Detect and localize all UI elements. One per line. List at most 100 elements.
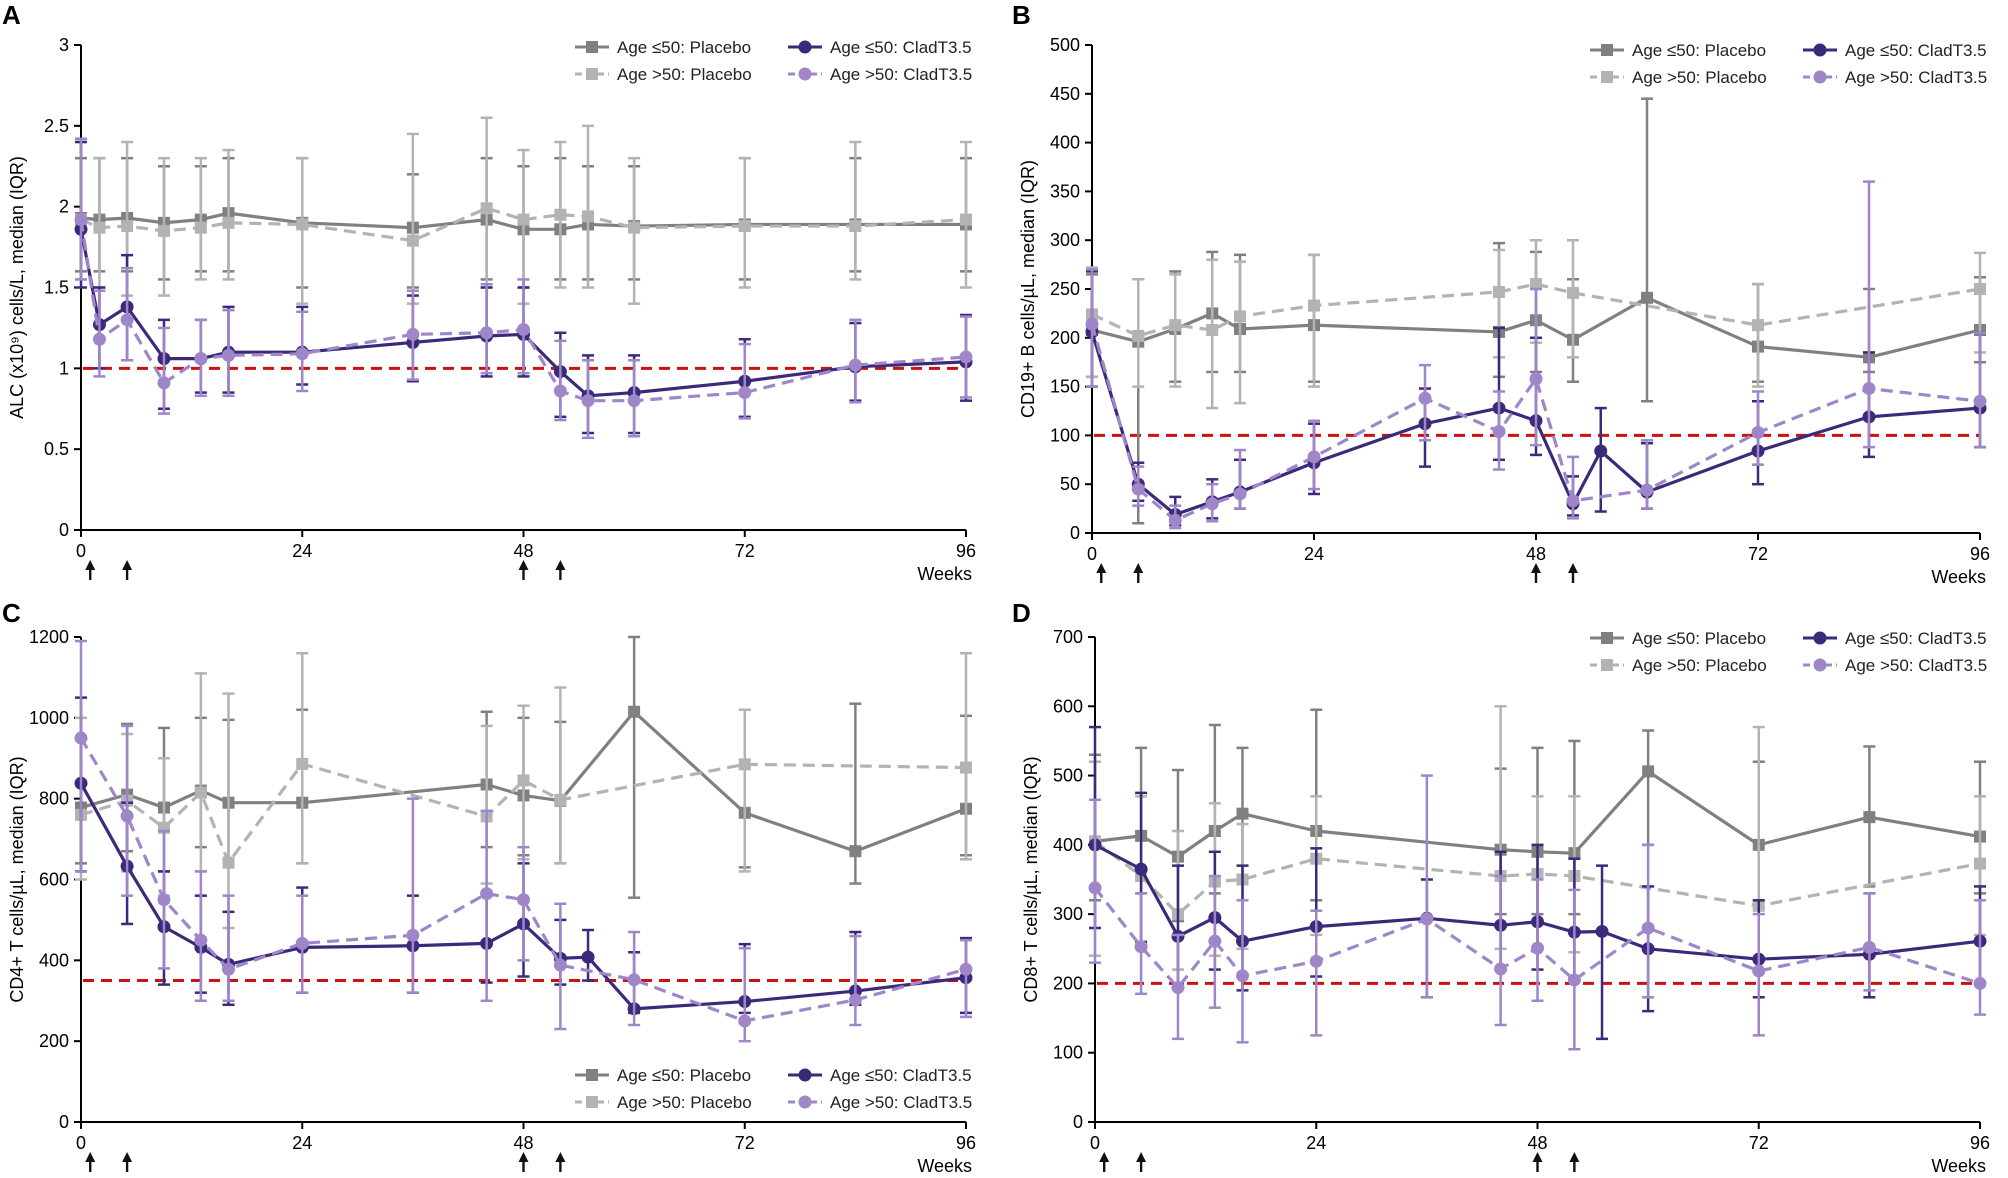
arrow-head (1569, 1152, 1580, 1162)
dose-arrow-icon (1133, 563, 1144, 583)
series-line (79, 219, 967, 403)
data-point (1169, 319, 1182, 332)
y-tick-label: 50 (1060, 474, 1080, 494)
data-point (1236, 969, 1249, 983)
data-point (222, 348, 235, 362)
data-point (1494, 962, 1508, 976)
legend-label: Age ≤50: Placebo (1632, 41, 1766, 60)
arrow-head (1099, 1152, 1110, 1162)
x-tick-label: 24 (1304, 544, 1324, 564)
data-point (553, 958, 567, 972)
data-point (582, 210, 595, 223)
legend-label: Age ≤50: CladT3.5 (830, 1066, 972, 1085)
series-age-50-cladt3-5 (1085, 180, 1987, 530)
dose-arrow-icon (518, 560, 529, 580)
x-tick-label: 0 (76, 541, 86, 561)
legend-swatch-marker (586, 41, 598, 53)
data-point (1640, 483, 1654, 497)
legend-label: Age ≤50: CladT3.5 (830, 38, 972, 57)
legend-item: Age ≤50: Placebo (1590, 41, 1766, 60)
data-point (628, 221, 641, 234)
y-tick-label: 0 (59, 1112, 69, 1132)
legend-swatch-marker (1601, 659, 1613, 671)
data-point (1567, 286, 1579, 299)
dose-arrow-icon (1099, 1152, 1110, 1172)
arrow-head (1532, 1152, 1543, 1162)
legend-swatch-marker (1813, 631, 1827, 645)
data-point (1132, 329, 1145, 342)
legend-swatch-marker (1601, 71, 1613, 83)
data-point (738, 386, 752, 400)
data-point (517, 774, 530, 787)
data-point (1208, 934, 1222, 948)
series-age-50-placebo (1086, 238, 1986, 410)
data-point (1233, 487, 1247, 501)
arrow-head (1136, 1152, 1147, 1162)
y-tick-label: 1.5 (44, 278, 69, 298)
data-point (1595, 924, 1609, 938)
data-point (480, 887, 494, 901)
data-point (849, 845, 862, 858)
series-line (79, 737, 967, 1023)
data-point (1974, 283, 1986, 295)
legend-item: Age ≤50: CladT3.5 (788, 1066, 972, 1085)
dose-arrow-icon (85, 560, 96, 580)
data-point (1567, 973, 1581, 987)
data-point (1751, 425, 1765, 439)
legend-item: Age ≤50: CladT3.5 (788, 38, 972, 57)
arrow-head (1531, 563, 1541, 573)
dose-arrow-icon (122, 1152, 133, 1172)
data-point (1752, 319, 1764, 332)
x-tick-label: 96 (956, 1133, 976, 1153)
data-point (554, 208, 567, 221)
x-tick-label: 96 (1970, 1133, 1990, 1153)
dose-arrow-icon (1568, 563, 1578, 583)
data-point (1862, 382, 1876, 396)
y-tick-label: 200 (1053, 973, 1083, 993)
data-point (848, 358, 862, 372)
y-tick-label: 100 (1053, 1043, 1083, 1063)
legend-item: Age >50: CladT3.5 (1803, 656, 1987, 675)
data-point (554, 793, 567, 806)
data-point (1309, 954, 1323, 968)
x-tick-label: 96 (1970, 544, 1990, 564)
legend-item: Age >50: CladT3.5 (788, 65, 972, 84)
legend-swatch-marker (1601, 44, 1613, 56)
y-tick-label: 800 (39, 789, 69, 809)
dose-arrow-icon (85, 1152, 96, 1172)
x-tick-label: 24 (1306, 1133, 1326, 1153)
dose-arrow-icon (1531, 563, 1541, 583)
legend-item: Age >50: CladT3.5 (1803, 68, 1987, 87)
data-point (1642, 765, 1655, 778)
data-point (1641, 291, 1653, 304)
x-tick-label: 48 (513, 1133, 533, 1153)
legend-swatch-marker (798, 67, 812, 81)
data-point (848, 993, 862, 1007)
legend-swatch-marker (798, 1095, 812, 1109)
data-point (157, 376, 171, 390)
data-point (959, 350, 973, 364)
legend-swatch-marker (798, 1068, 812, 1082)
x-axis-label: Weeks (917, 1156, 972, 1176)
data-point (627, 394, 641, 408)
data-point (517, 893, 530, 907)
legend-swatch-marker (586, 68, 598, 80)
legend-swatch-marker (1813, 70, 1827, 84)
data-point (1862, 940, 1876, 954)
data-point (120, 313, 134, 327)
x-tick-label: 24 (292, 1133, 312, 1153)
arrow-head (122, 560, 133, 570)
data-point (295, 936, 309, 950)
data-point (1973, 976, 1987, 990)
legend-label: Age ≤50: Placebo (617, 38, 751, 57)
legend-label: Age ≤50: Placebo (617, 1066, 751, 1085)
y-tick-label: 0 (1073, 1112, 1083, 1132)
arrow-head (518, 560, 529, 570)
x-tick-label: 0 (1087, 544, 1097, 564)
legend-label: Age >50: CladT3.5 (830, 1093, 972, 1112)
dose-arrow-icon (1569, 1152, 1580, 1172)
data-point (406, 928, 420, 942)
data-point (1131, 482, 1145, 496)
arrow-head (555, 1152, 566, 1162)
